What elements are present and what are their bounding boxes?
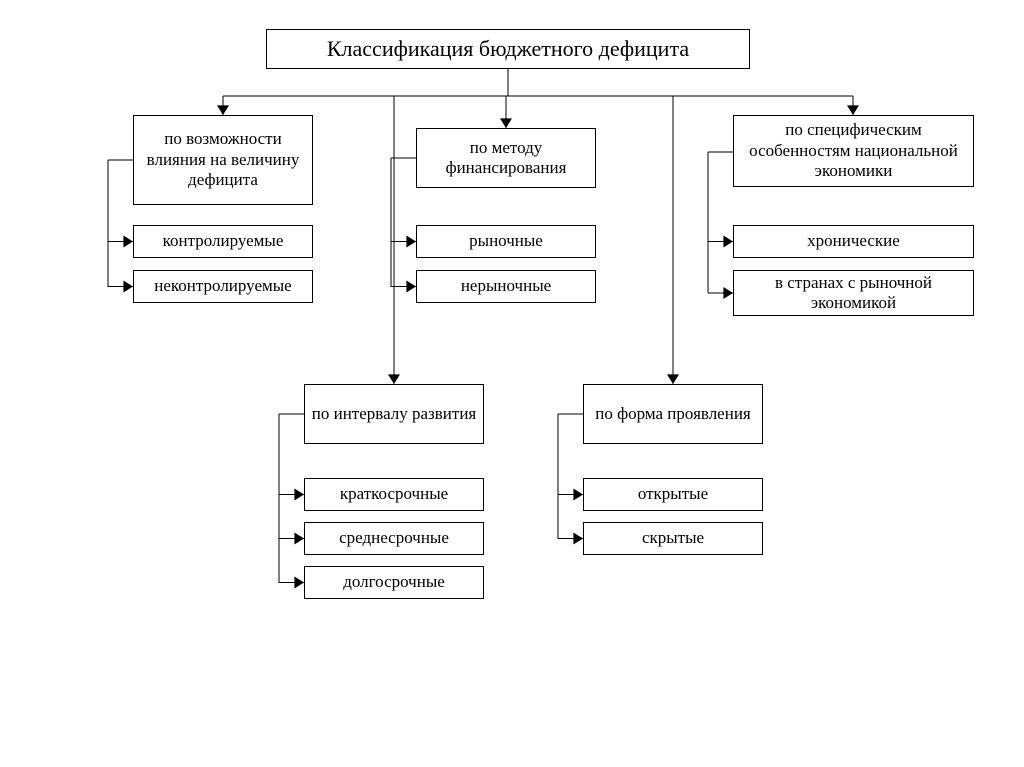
group-3-item-2: долгосрочные bbox=[304, 566, 484, 599]
group-3-item-1: среднесрочные bbox=[304, 522, 484, 555]
group-header-2: по специфическим особенностям национальн… bbox=[733, 115, 974, 187]
group-4-item-0: открытые bbox=[583, 478, 763, 511]
group-3-item-0: краткосрочные bbox=[304, 478, 484, 511]
group-header-3: по интервалу развития bbox=[304, 384, 484, 444]
group-0-item-1: неконтролируемые bbox=[133, 270, 313, 303]
root-box: Классификация бюджетного дефицита bbox=[266, 29, 750, 69]
group-header-1: по методу финансирования bbox=[416, 128, 596, 188]
group-1-item-1: нерыночные bbox=[416, 270, 596, 303]
group-4-item-1: скрытые bbox=[583, 522, 763, 555]
group-0-item-0: контролируемые bbox=[133, 225, 313, 258]
group-1-item-0: рыночные bbox=[416, 225, 596, 258]
group-header-4: по форма проявления bbox=[583, 384, 763, 444]
group-2-item-1: в странах с рыночной экономикой bbox=[733, 270, 974, 316]
group-2-item-0: хронические bbox=[733, 225, 974, 258]
group-header-0: по возможности влияния на величину дефиц… bbox=[133, 115, 313, 205]
